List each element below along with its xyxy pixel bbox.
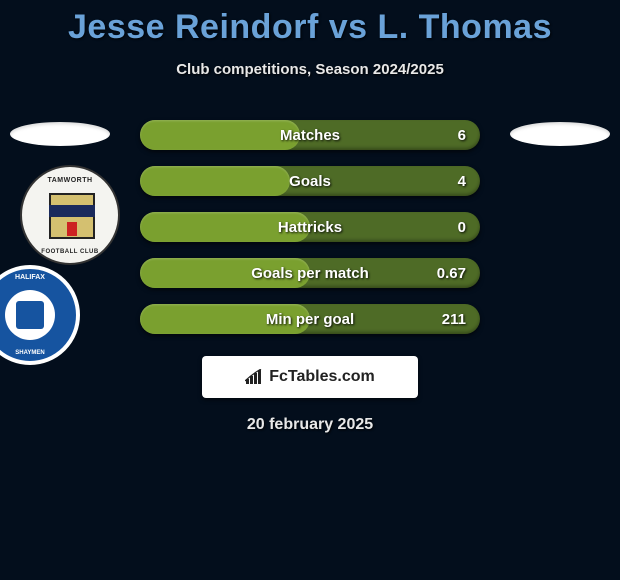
- stat-row-matches: Matches 6: [140, 120, 480, 150]
- stat-value: 4: [458, 173, 466, 190]
- stat-label: Goals per match: [140, 265, 480, 282]
- club-left-name: TAMWORTH: [47, 177, 92, 184]
- stat-label: Matches: [140, 127, 480, 144]
- club-right-subtitle: SHAYMEN: [15, 350, 44, 356]
- player-right-avatar-placeholder: [510, 122, 610, 146]
- stat-row-hattricks: Hattricks 0: [140, 212, 480, 242]
- logo-text-label: FcTables.com: [269, 368, 375, 386]
- comparison-content: TAMWORTH FOOTBALL CLUB HALIFAX SHAYMEN M…: [0, 108, 620, 338]
- stat-value: 0: [458, 219, 466, 236]
- fctables-logo: FcTables.com: [245, 368, 375, 386]
- stat-pills-container: Matches 6 Goals 4 Hattricks 0 Goals per …: [140, 120, 480, 350]
- stat-row-goals: Goals 4: [140, 166, 480, 196]
- club-right-name: HALIFAX: [15, 274, 45, 281]
- bar-chart-icon: [245, 369, 265, 385]
- club-badge-left: TAMWORTH FOOTBALL CLUB: [20, 165, 120, 265]
- club-badge-right: HALIFAX SHAYMEN: [0, 265, 80, 365]
- stat-row-goals-per-match: Goals per match 0.67: [140, 258, 480, 288]
- stat-value: 6: [458, 127, 466, 144]
- page-title: Jesse Reindorf vs L. Thomas: [0, 0, 620, 47]
- club-right-inner: [5, 290, 55, 340]
- club-left-subtitle: FOOTBALL CLUB: [41, 249, 98, 255]
- stat-value: 0.67: [437, 265, 466, 282]
- club-left-red: [67, 222, 77, 236]
- club-left-stripe: [49, 205, 95, 217]
- stat-value: 211: [442, 311, 466, 328]
- stat-row-min-per-goal: Min per goal 211: [140, 304, 480, 334]
- stat-label: Hattricks: [140, 219, 480, 236]
- club-right-core: [16, 301, 44, 329]
- player-left-avatar-placeholder: [10, 122, 110, 146]
- date-text: 20 february 2025: [0, 416, 620, 434]
- fctables-logo-box[interactable]: FcTables.com: [202, 356, 418, 398]
- subtitle: Club competitions, Season 2024/2025: [0, 61, 620, 78]
- stat-label: Min per goal: [140, 311, 480, 328]
- stat-label: Goals: [140, 173, 480, 190]
